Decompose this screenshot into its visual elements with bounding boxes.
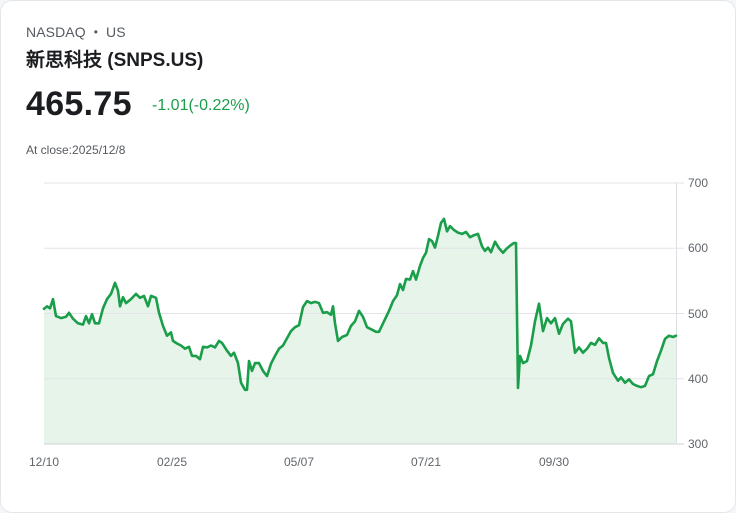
price-change: -1.01(-0.22%) xyxy=(152,97,250,114)
close-date: At close:2025/12/8 xyxy=(26,143,126,157)
x-axis-label: 07/21 xyxy=(410,455,442,469)
exchange-info: NASDAQ • US xyxy=(26,24,126,40)
y-axis-label: 500 xyxy=(688,306,709,321)
price-line xyxy=(42,217,678,392)
exchange-name: NASDAQ xyxy=(26,24,86,40)
current-price: 465.75 xyxy=(26,85,132,123)
y-axis-label: 400 xyxy=(688,371,709,386)
x-axis-label: 09/30 xyxy=(538,455,570,469)
stock-title: 新思科技 (SNPS.US) xyxy=(26,50,204,71)
x-axis-label: 12/10 xyxy=(28,455,60,469)
chart-canvas[interactable] xyxy=(1,171,736,481)
y-axis-label: 600 xyxy=(688,241,709,256)
price-chart[interactable]: 700 600 500 400 300 12/10 02/25 05/07 07/21 09/30 xyxy=(1,171,736,481)
area-fill xyxy=(44,218,676,444)
region: US xyxy=(106,24,126,40)
y-axis-label: 700 xyxy=(688,176,709,190)
separator-dot: • xyxy=(93,25,99,39)
y-axis-label: 300 xyxy=(688,437,709,451)
x-axis-label: 02/25 xyxy=(156,455,188,469)
x-axis-label: 05/07 xyxy=(283,455,315,469)
